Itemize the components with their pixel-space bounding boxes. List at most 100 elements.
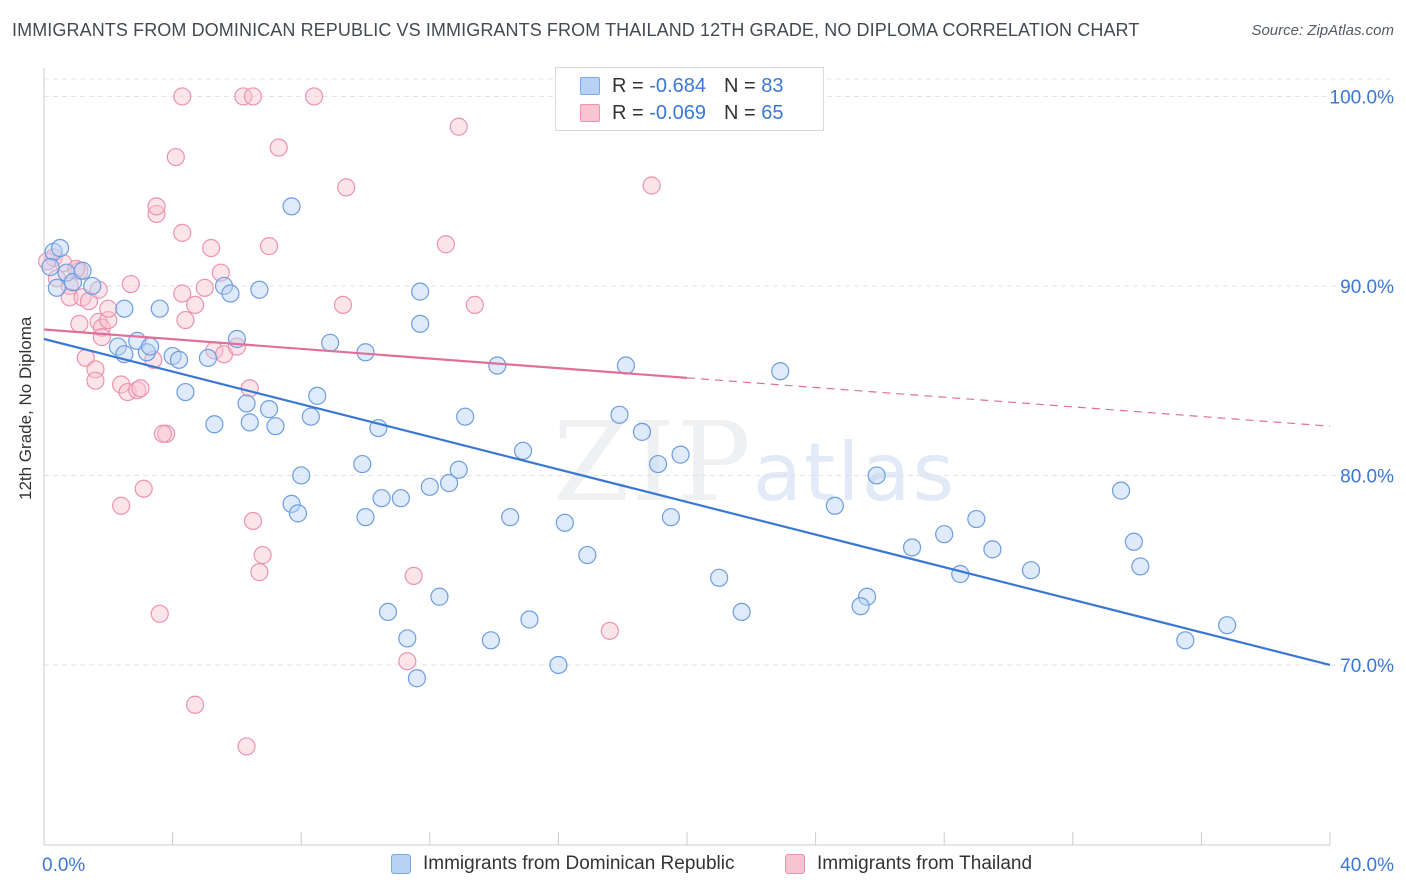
data-point-dominican: [240, 413, 259, 432]
data-point-dominican: [951, 564, 970, 584]
data-point-thailand: [449, 117, 468, 136]
data-point-dominican: [1124, 532, 1143, 551]
data-point-thailand: [240, 379, 259, 398]
data-point-dominican: [1021, 561, 1041, 580]
data-point-thailand: [243, 511, 263, 531]
data-point-thailand: [398, 652, 417, 671]
data-point-dominican: [857, 587, 877, 606]
legend-item-thailand[interactable]: Immigrants from Thailand: [785, 852, 1032, 876]
data-point-thailand: [337, 178, 356, 197]
data-point-dominican: [140, 337, 160, 356]
data-point-dominican: [292, 466, 311, 485]
data-point-dominican: [983, 540, 1002, 559]
data-point-dominican: [1176, 631, 1195, 650]
data-point-thailand: [234, 87, 253, 106]
data-point-dominican: [83, 276, 102, 296]
data-point-dominican: [205, 415, 224, 434]
data-point-dominican: [771, 362, 790, 381]
data-point-thailand: [166, 147, 185, 167]
trend-line-thailand-extension: [686, 377, 1331, 427]
data-point-thailand: [600, 621, 619, 640]
trend-line-thailand: [43, 328, 688, 379]
chart-title: IMMIGRANTS FROM DOMINICAN REPUBLIC VS IM…: [12, 20, 1140, 40]
stats-n-value: 83: [761, 74, 784, 97]
data-point-thailand: [86, 371, 105, 390]
data-point-dominican: [867, 466, 886, 485]
data-point-thailand: [60, 288, 79, 307]
data-point-thailand: [237, 737, 256, 756]
data-point-dominican: [935, 525, 954, 544]
data-point-dominican: [549, 655, 568, 675]
data-point-dominican: [825, 496, 844, 515]
legend-swatch-thailand: [785, 854, 805, 874]
data-point-dominican: [176, 382, 195, 402]
data-point-thailand: [153, 424, 173, 443]
trend-line-dominican: [43, 337, 1331, 667]
data-point-dominican: [372, 489, 391, 508]
data-point-dominican: [513, 441, 533, 460]
data-point-dominican: [266, 417, 285, 436]
y-tick-label: 100.0%: [1330, 87, 1395, 108]
y-tick-label: 70.0%: [1340, 656, 1394, 677]
y-axis-tick-labels: 70.0% 80.0% 90.0% 100.0%: [1330, 87, 1395, 677]
data-point-thailand: [176, 310, 195, 330]
stats-r-label: R =: [612, 101, 644, 124]
data-point-thailand: [92, 318, 111, 337]
x-axis-tick-labels: 0.0% 40.0%: [42, 855, 1394, 876]
data-point-dominican: [308, 386, 327, 405]
data-point-dominican: [967, 509, 986, 529]
data-point-dominican: [616, 356, 636, 375]
stats-swatch-dominican: [580, 77, 600, 95]
data-point-dominican: [150, 299, 169, 318]
data-point-thailand: [92, 328, 111, 347]
data-point-dominican: [407, 669, 427, 688]
data-point-thailand: [404, 566, 423, 585]
data-point-thailand: [173, 223, 192, 242]
data-point-thailand: [70, 314, 89, 333]
data-point-thailand: [269, 138, 288, 157]
x-tick-label: 0.0%: [42, 855, 85, 876]
data-point-thailand: [112, 496, 131, 515]
stats-n-label: N =: [723, 101, 756, 124]
data-point-thailand: [131, 379, 150, 398]
data-point-dominican: [398, 629, 417, 648]
source-label: Source: ZipAtlas.com: [1251, 22, 1394, 39]
y-tick-label: 90.0%: [1340, 277, 1394, 298]
data-point-dominican: [221, 284, 240, 303]
data-point-dominican: [73, 261, 92, 280]
data-point-dominican: [420, 477, 439, 496]
data-point-thailand: [134, 479, 153, 498]
y-axis-title: 12th Grade, No Diploma: [16, 316, 35, 500]
data-point-dominican: [198, 348, 218, 368]
data-point-dominican: [321, 333, 340, 352]
data-point-thailand: [121, 274, 140, 294]
data-point-dominican: [288, 504, 308, 523]
data-point-thailand: [186, 695, 205, 714]
data-point-dominican: [851, 597, 870, 616]
data-point-dominican: [555, 513, 574, 532]
legend-item-dominican[interactable]: Immigrants from Dominican Republic: [391, 852, 735, 876]
data-point-dominican: [411, 282, 430, 301]
data-point-dominican: [456, 407, 475, 426]
data-point-dominican: [648, 454, 668, 474]
data-point-dominican: [732, 602, 751, 622]
watermark: ZIPatlas: [553, 398, 956, 526]
data-point-dominican: [1131, 557, 1150, 576]
data-point-thailand: [150, 604, 169, 623]
data-point-dominican: [282, 494, 301, 513]
data-point-dominican: [501, 508, 520, 527]
data-point-dominican: [610, 405, 629, 424]
stats-r-value: -0.684: [649, 74, 706, 97]
data-point-dominican: [115, 299, 134, 318]
watermark-zip: ZIP: [553, 398, 753, 526]
data-point-thailand: [436, 235, 455, 254]
data-point-thailand: [147, 204, 166, 224]
data-point-dominican: [578, 545, 597, 565]
legend-swatch-dominican: [391, 854, 411, 874]
data-point-thailand: [173, 284, 192, 303]
data-point-thailand: [253, 545, 272, 565]
data-point-dominican: [632, 422, 652, 441]
data-point-thailand: [38, 252, 57, 271]
data-point-dominican: [47, 278, 66, 297]
